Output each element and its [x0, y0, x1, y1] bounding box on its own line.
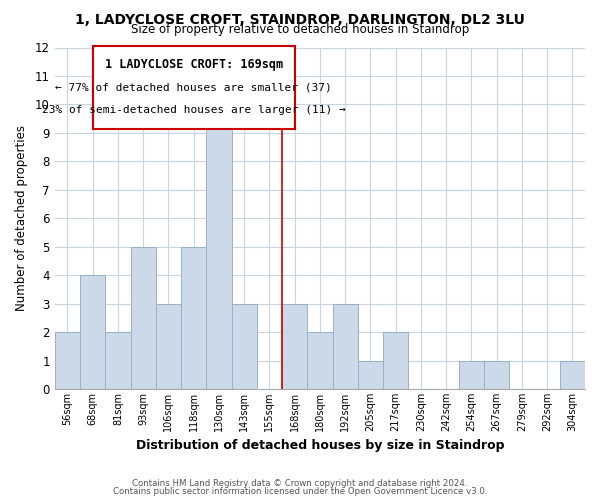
Bar — [206, 104, 232, 389]
Bar — [459, 360, 484, 389]
Bar — [131, 246, 156, 389]
X-axis label: Distribution of detached houses by size in Staindrop: Distribution of detached houses by size … — [136, 440, 504, 452]
Bar — [156, 304, 181, 389]
Text: Contains HM Land Registry data © Crown copyright and database right 2024.: Contains HM Land Registry data © Crown c… — [132, 478, 468, 488]
Bar — [307, 332, 332, 389]
Bar — [358, 360, 383, 389]
Bar — [106, 332, 131, 389]
Text: 1 LADYCLOSE CROFT: 169sqm: 1 LADYCLOSE CROFT: 169sqm — [104, 58, 283, 70]
Text: Contains public sector information licensed under the Open Government Licence v3: Contains public sector information licen… — [113, 487, 487, 496]
Bar — [282, 304, 307, 389]
Bar — [232, 304, 257, 389]
Bar — [332, 304, 358, 389]
Bar — [55, 332, 80, 389]
Bar — [92, 46, 295, 128]
Text: 23% of semi-detached houses are larger (11) →: 23% of semi-detached houses are larger (… — [42, 106, 346, 116]
Bar — [383, 332, 408, 389]
Bar — [484, 360, 509, 389]
Y-axis label: Number of detached properties: Number of detached properties — [15, 126, 28, 312]
Bar — [560, 360, 585, 389]
Bar — [80, 275, 106, 389]
Text: Size of property relative to detached houses in Staindrop: Size of property relative to detached ho… — [131, 22, 469, 36]
Bar — [181, 246, 206, 389]
Text: ← 77% of detached houses are smaller (37): ← 77% of detached houses are smaller (37… — [55, 82, 332, 92]
Text: 1, LADYCLOSE CROFT, STAINDROP, DARLINGTON, DL2 3LU: 1, LADYCLOSE CROFT, STAINDROP, DARLINGTO… — [75, 12, 525, 26]
